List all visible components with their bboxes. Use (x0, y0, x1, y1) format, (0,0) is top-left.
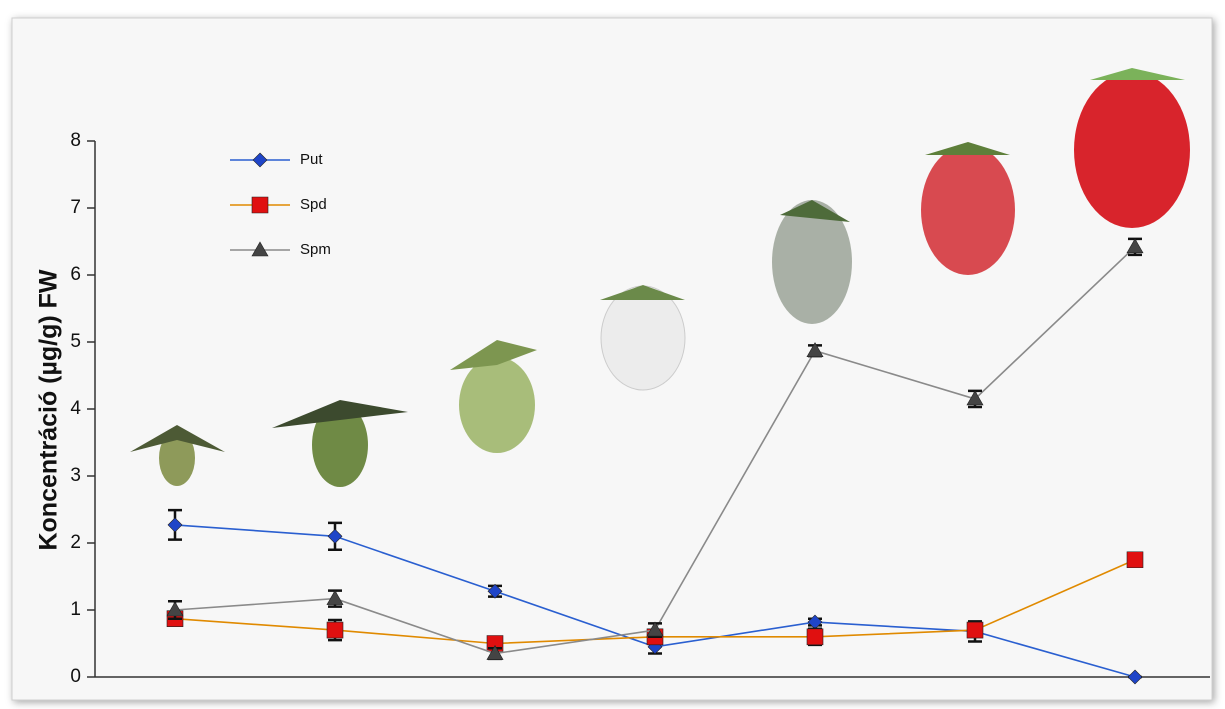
marker (167, 517, 183, 533)
y-tick-label: 7 (70, 197, 81, 218)
marker (966, 390, 984, 406)
marker (1127, 669, 1143, 685)
marker (1126, 238, 1144, 254)
legend-marker (252, 152, 268, 168)
marker (487, 583, 503, 599)
y-tick-label: 3 (70, 465, 81, 486)
marker (646, 621, 664, 637)
y-tick-label: 4 (70, 398, 81, 419)
legend-marker (251, 196, 269, 214)
legend-label: Put (300, 151, 323, 168)
y-axis-label: Koncentráció (µg/g) FW (35, 269, 63, 550)
marker (327, 528, 343, 544)
marker (326, 621, 344, 639)
marker (806, 342, 824, 358)
y-tick-label: 5 (70, 331, 81, 352)
y-tick-label: 8 (70, 130, 81, 151)
marker (806, 628, 824, 646)
legend-label: Spm (300, 241, 331, 258)
marker (1126, 551, 1144, 569)
y-tick-label: 6 (70, 264, 81, 285)
marker (166, 601, 184, 617)
legend-label: Spd (300, 196, 327, 213)
y-tick-label: 0 (70, 666, 81, 687)
y-tick-label: 1 (70, 599, 81, 620)
legend-marker (251, 241, 269, 257)
marker (326, 590, 344, 605)
marker (966, 621, 984, 639)
y-tick-label: 2 (70, 532, 81, 553)
marker (486, 644, 504, 660)
decoration (130, 68, 1190, 487)
